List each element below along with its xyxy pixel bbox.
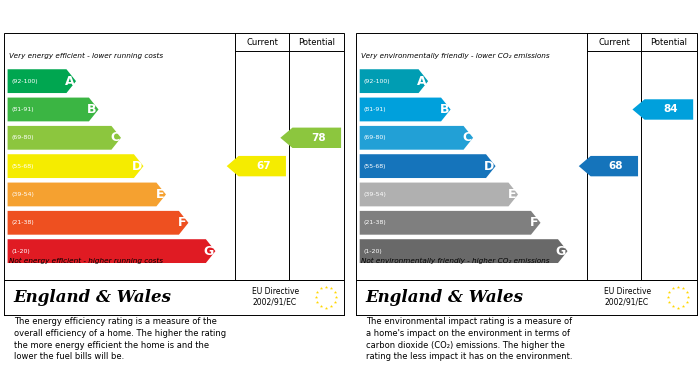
Text: (81-91): (81-91)	[12, 107, 34, 112]
Text: G: G	[204, 245, 214, 258]
Polygon shape	[632, 99, 693, 120]
Text: F: F	[178, 216, 187, 229]
Polygon shape	[360, 239, 568, 263]
Polygon shape	[8, 239, 216, 263]
Text: Not environmentally friendly - higher CO₂ emissions: Not environmentally friendly - higher CO…	[360, 258, 550, 264]
Text: (21-38): (21-38)	[12, 220, 34, 225]
Text: A: A	[416, 75, 426, 88]
Text: F: F	[531, 216, 539, 229]
Text: (21-38): (21-38)	[364, 220, 386, 225]
Polygon shape	[360, 183, 518, 206]
Text: Potential: Potential	[650, 38, 687, 47]
Text: 84: 84	[664, 104, 678, 115]
Text: England & Wales: England & Wales	[366, 289, 524, 306]
Text: Environmental Impact (CO₂) Rating: Environmental Impact (CO₂) Rating	[364, 10, 626, 23]
Text: (92-100): (92-100)	[12, 79, 38, 84]
Text: England & Wales: England & Wales	[14, 289, 172, 306]
Text: 78: 78	[312, 133, 326, 143]
Text: E: E	[155, 188, 164, 201]
Text: (55-68): (55-68)	[364, 163, 386, 169]
Polygon shape	[360, 211, 540, 235]
Text: The environmental impact rating is a measure of
a home's impact on the environme: The environmental impact rating is a mea…	[366, 317, 573, 361]
Text: Current: Current	[598, 38, 630, 47]
Text: Very environmentally friendly - lower CO₂ emissions: Very environmentally friendly - lower CO…	[360, 53, 550, 59]
Text: B: B	[88, 103, 97, 116]
Text: B: B	[440, 103, 449, 116]
Polygon shape	[8, 211, 188, 235]
Polygon shape	[360, 126, 473, 150]
Text: Current: Current	[246, 38, 278, 47]
Text: A: A	[64, 75, 74, 88]
Polygon shape	[360, 98, 451, 121]
Text: (1-20): (1-20)	[364, 249, 382, 254]
Text: Energy Efficiency Rating: Energy Efficiency Rating	[12, 10, 195, 23]
Polygon shape	[8, 126, 121, 150]
Text: Potential: Potential	[298, 38, 335, 47]
Text: (39-54): (39-54)	[12, 192, 34, 197]
Text: G: G	[556, 245, 566, 258]
Polygon shape	[360, 154, 496, 178]
Polygon shape	[280, 127, 341, 148]
Text: Very energy efficient - lower running costs: Very energy efficient - lower running co…	[8, 53, 162, 59]
Polygon shape	[227, 156, 286, 176]
Text: D: D	[132, 160, 142, 173]
Text: D: D	[484, 160, 494, 173]
Text: The energy efficiency rating is a measure of the
overall efficiency of a home. T: The energy efficiency rating is a measur…	[14, 317, 226, 361]
Text: EU Directive
2002/91/EC: EU Directive 2002/91/EC	[253, 287, 300, 307]
Polygon shape	[8, 69, 76, 93]
Polygon shape	[360, 69, 428, 93]
Text: (69-80): (69-80)	[364, 135, 386, 140]
Text: 67: 67	[257, 161, 272, 171]
Polygon shape	[579, 156, 638, 176]
Text: (69-80): (69-80)	[12, 135, 34, 140]
Text: (81-91): (81-91)	[364, 107, 386, 112]
Text: (39-54): (39-54)	[364, 192, 386, 197]
Polygon shape	[8, 183, 166, 206]
Text: Not energy efficient - higher running costs: Not energy efficient - higher running co…	[8, 258, 162, 264]
Polygon shape	[8, 154, 143, 178]
Text: (1-20): (1-20)	[12, 249, 30, 254]
Text: 68: 68	[609, 161, 623, 171]
Text: C: C	[462, 131, 471, 144]
Polygon shape	[8, 98, 99, 121]
Text: EU Directive
2002/91/EC: EU Directive 2002/91/EC	[605, 287, 652, 307]
Text: E: E	[508, 188, 517, 201]
Text: (92-100): (92-100)	[364, 79, 391, 84]
Text: (55-68): (55-68)	[12, 163, 34, 169]
Text: C: C	[110, 131, 119, 144]
